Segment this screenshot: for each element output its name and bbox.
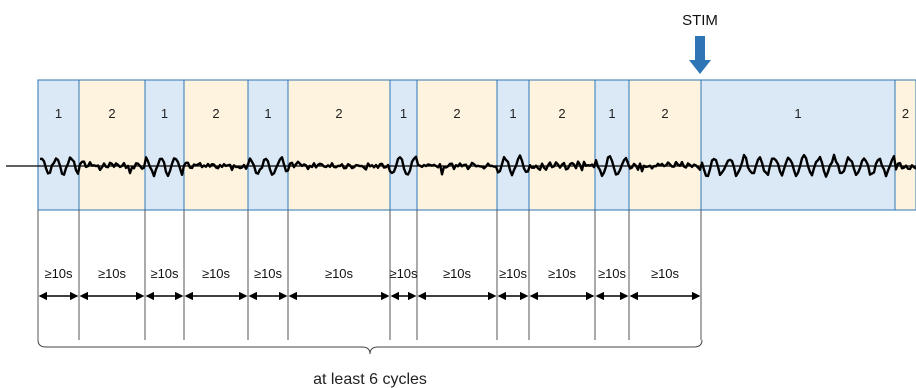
segment-label: 1: [55, 106, 62, 121]
segment-label: 2: [108, 106, 115, 121]
segment-label: 1: [509, 106, 516, 121]
segment-label: 2: [558, 106, 565, 121]
segment-label: 2: [453, 106, 460, 121]
state-1-segment: [496, 79, 530, 211]
state-2-segment: [78, 79, 146, 211]
duration-label: ≥10s: [389, 266, 418, 281]
segment-label: 2: [335, 106, 342, 121]
duration-label: ≥10s: [651, 266, 680, 281]
segment-label: 1: [161, 106, 168, 121]
duration-label: ≥10s: [254, 266, 283, 281]
state-2-segment: [628, 79, 702, 211]
state-2-segment: [528, 79, 596, 211]
state-2-segment: [894, 79, 916, 211]
state-1-segment: [700, 79, 896, 211]
duration-label: ≥10s: [150, 266, 179, 281]
duration-label: ≥10s: [202, 266, 231, 281]
duration-label: ≥10s: [443, 266, 472, 281]
duration-label: ≥10s: [325, 266, 354, 281]
segments-layer: 1 2 1 2 1 2 1 2 1 2 1 2 1 2: [37, 79, 916, 211]
duration-label: ≥10s: [499, 266, 528, 281]
duration-label: ≥10s: [44, 266, 73, 281]
segment-label: 1: [400, 106, 407, 121]
duration-label: ≥10s: [548, 266, 577, 281]
eeg-trace: [39, 153, 916, 178]
segment-label: 2: [902, 106, 909, 121]
state-1-segment: [144, 79, 185, 211]
state-2-segment: [416, 79, 498, 211]
segment-label: 2: [212, 106, 219, 121]
state-1-segment: [37, 79, 80, 211]
state-2-segment: [183, 79, 249, 211]
duration-label: ≥10s: [598, 266, 627, 281]
duration-layer: ≥10s ≥10s ≥10s ≥10s ≥10s ≥10s ≥10s ≥10s ≥10s ≥10s…: [38, 266, 701, 301]
state-1-segment: [389, 79, 418, 211]
segment-label: 1: [608, 106, 615, 121]
cycles-caption: at least 6 cycles: [313, 371, 427, 388]
duration-ticks: [37, 210, 702, 340]
segment-label: 2: [661, 106, 668, 121]
state-1-segment: [594, 79, 630, 211]
state-1-segment: [247, 79, 289, 211]
segment-label: 1: [794, 106, 801, 121]
cycles-brace: [37, 339, 703, 355]
duration-label: ≥10s: [98, 266, 127, 281]
state-2-segment: [287, 79, 391, 211]
stim-arrow-icon: [689, 36, 711, 74]
stim-label: STIM: [682, 12, 718, 29]
segment-label: 1: [264, 106, 271, 121]
